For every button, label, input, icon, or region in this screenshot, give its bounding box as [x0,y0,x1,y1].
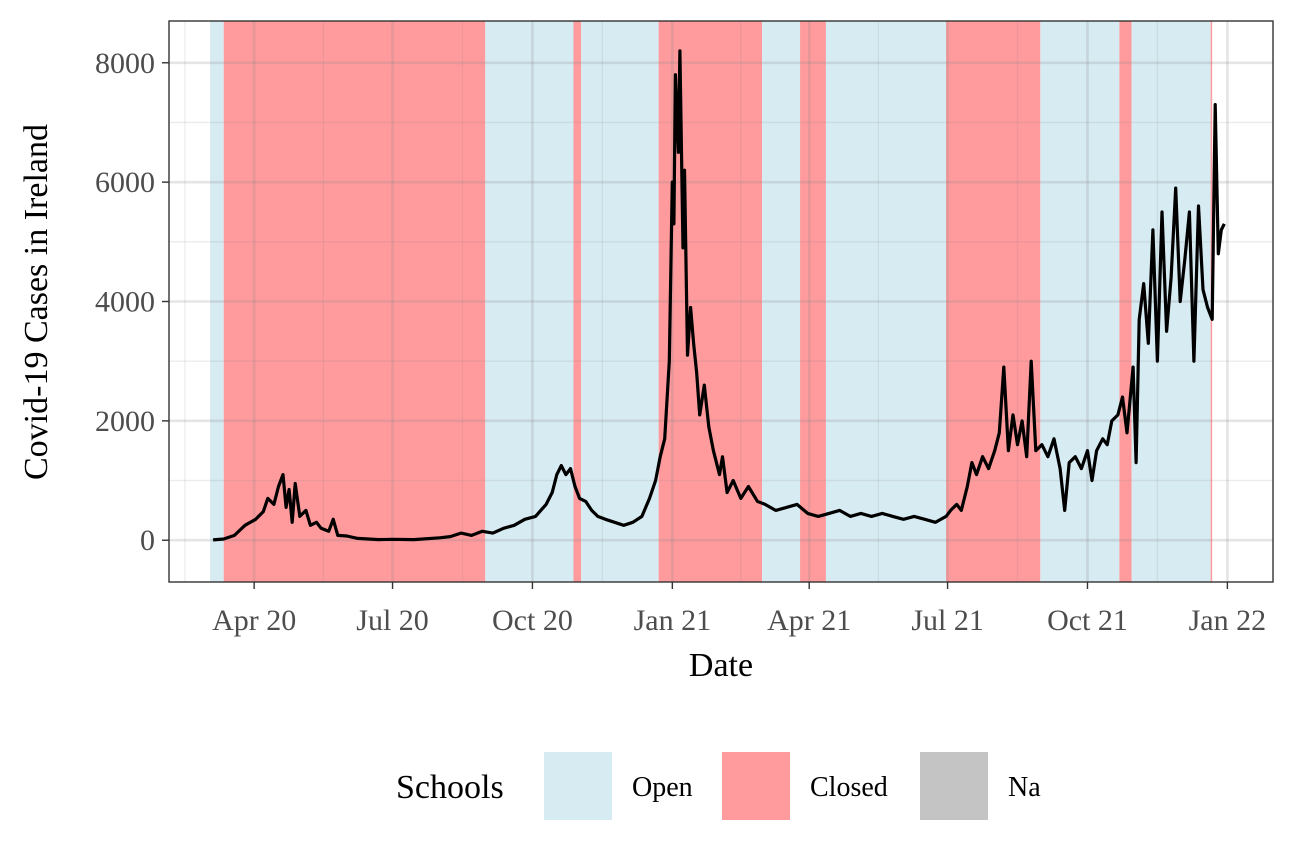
y-tick-label-1: 2000 [95,405,155,438]
y-tick-label-0: 0 [140,524,155,557]
shade-open-0 [210,21,224,582]
shade-closed-1 [223,21,486,582]
shade-closed-7 [800,21,826,582]
shade-open-6 [762,21,801,582]
shade-open-8 [825,21,947,582]
y-axis-title: Covid-19 Cases in Ireland [18,124,55,480]
school-status-shading [210,21,1213,582]
shade-open-2 [485,21,574,582]
cases-line [212,49,1226,542]
legend-swatch-na [920,752,988,820]
shade-open-10 [1040,21,1120,582]
shade-closed-9 [946,21,1041,582]
legend-swatch-open [544,752,612,820]
y-tick-label-3: 6000 [95,166,155,199]
x-tick-label-6: Oct 21 [1047,604,1128,637]
x-tick-label-5: Jul 21 [911,604,984,637]
x-tick-label-3: Jan 21 [634,604,712,637]
x-tick-label-2: Oct 20 [492,604,573,637]
legend-swatch-closed [722,752,790,820]
legend-label-na: Na [1008,772,1041,803]
legend-label-open: Open [632,772,693,803]
y-tick-label-2: 4000 [95,286,155,319]
shade-closed-3 [573,21,582,582]
x-axis-title: Date [689,647,753,684]
shade-open-4 [581,21,659,582]
shade-closed-11 [1119,21,1132,582]
x-axis: Apr 20 Jul 20 Oct 20 Jan 21 Apr 21 Jul 21 Oct … [212,582,1266,637]
legend: Schools Open Closed Na [396,752,1041,820]
legend-title: Schools [396,769,504,806]
legend-label-closed: Closed [810,772,888,803]
x-tick-label-4: Apr 21 [767,604,851,637]
gridlines [169,21,1273,582]
y-axis: 0 2000 4000 6000 8000 [95,47,169,557]
x-tick-label-0: Apr 20 [212,604,296,637]
x-tick-label-7: Jan 22 [1189,604,1267,637]
y-tick-label-4: 8000 [95,47,155,80]
x-tick-label-1: Jul 20 [356,604,429,637]
